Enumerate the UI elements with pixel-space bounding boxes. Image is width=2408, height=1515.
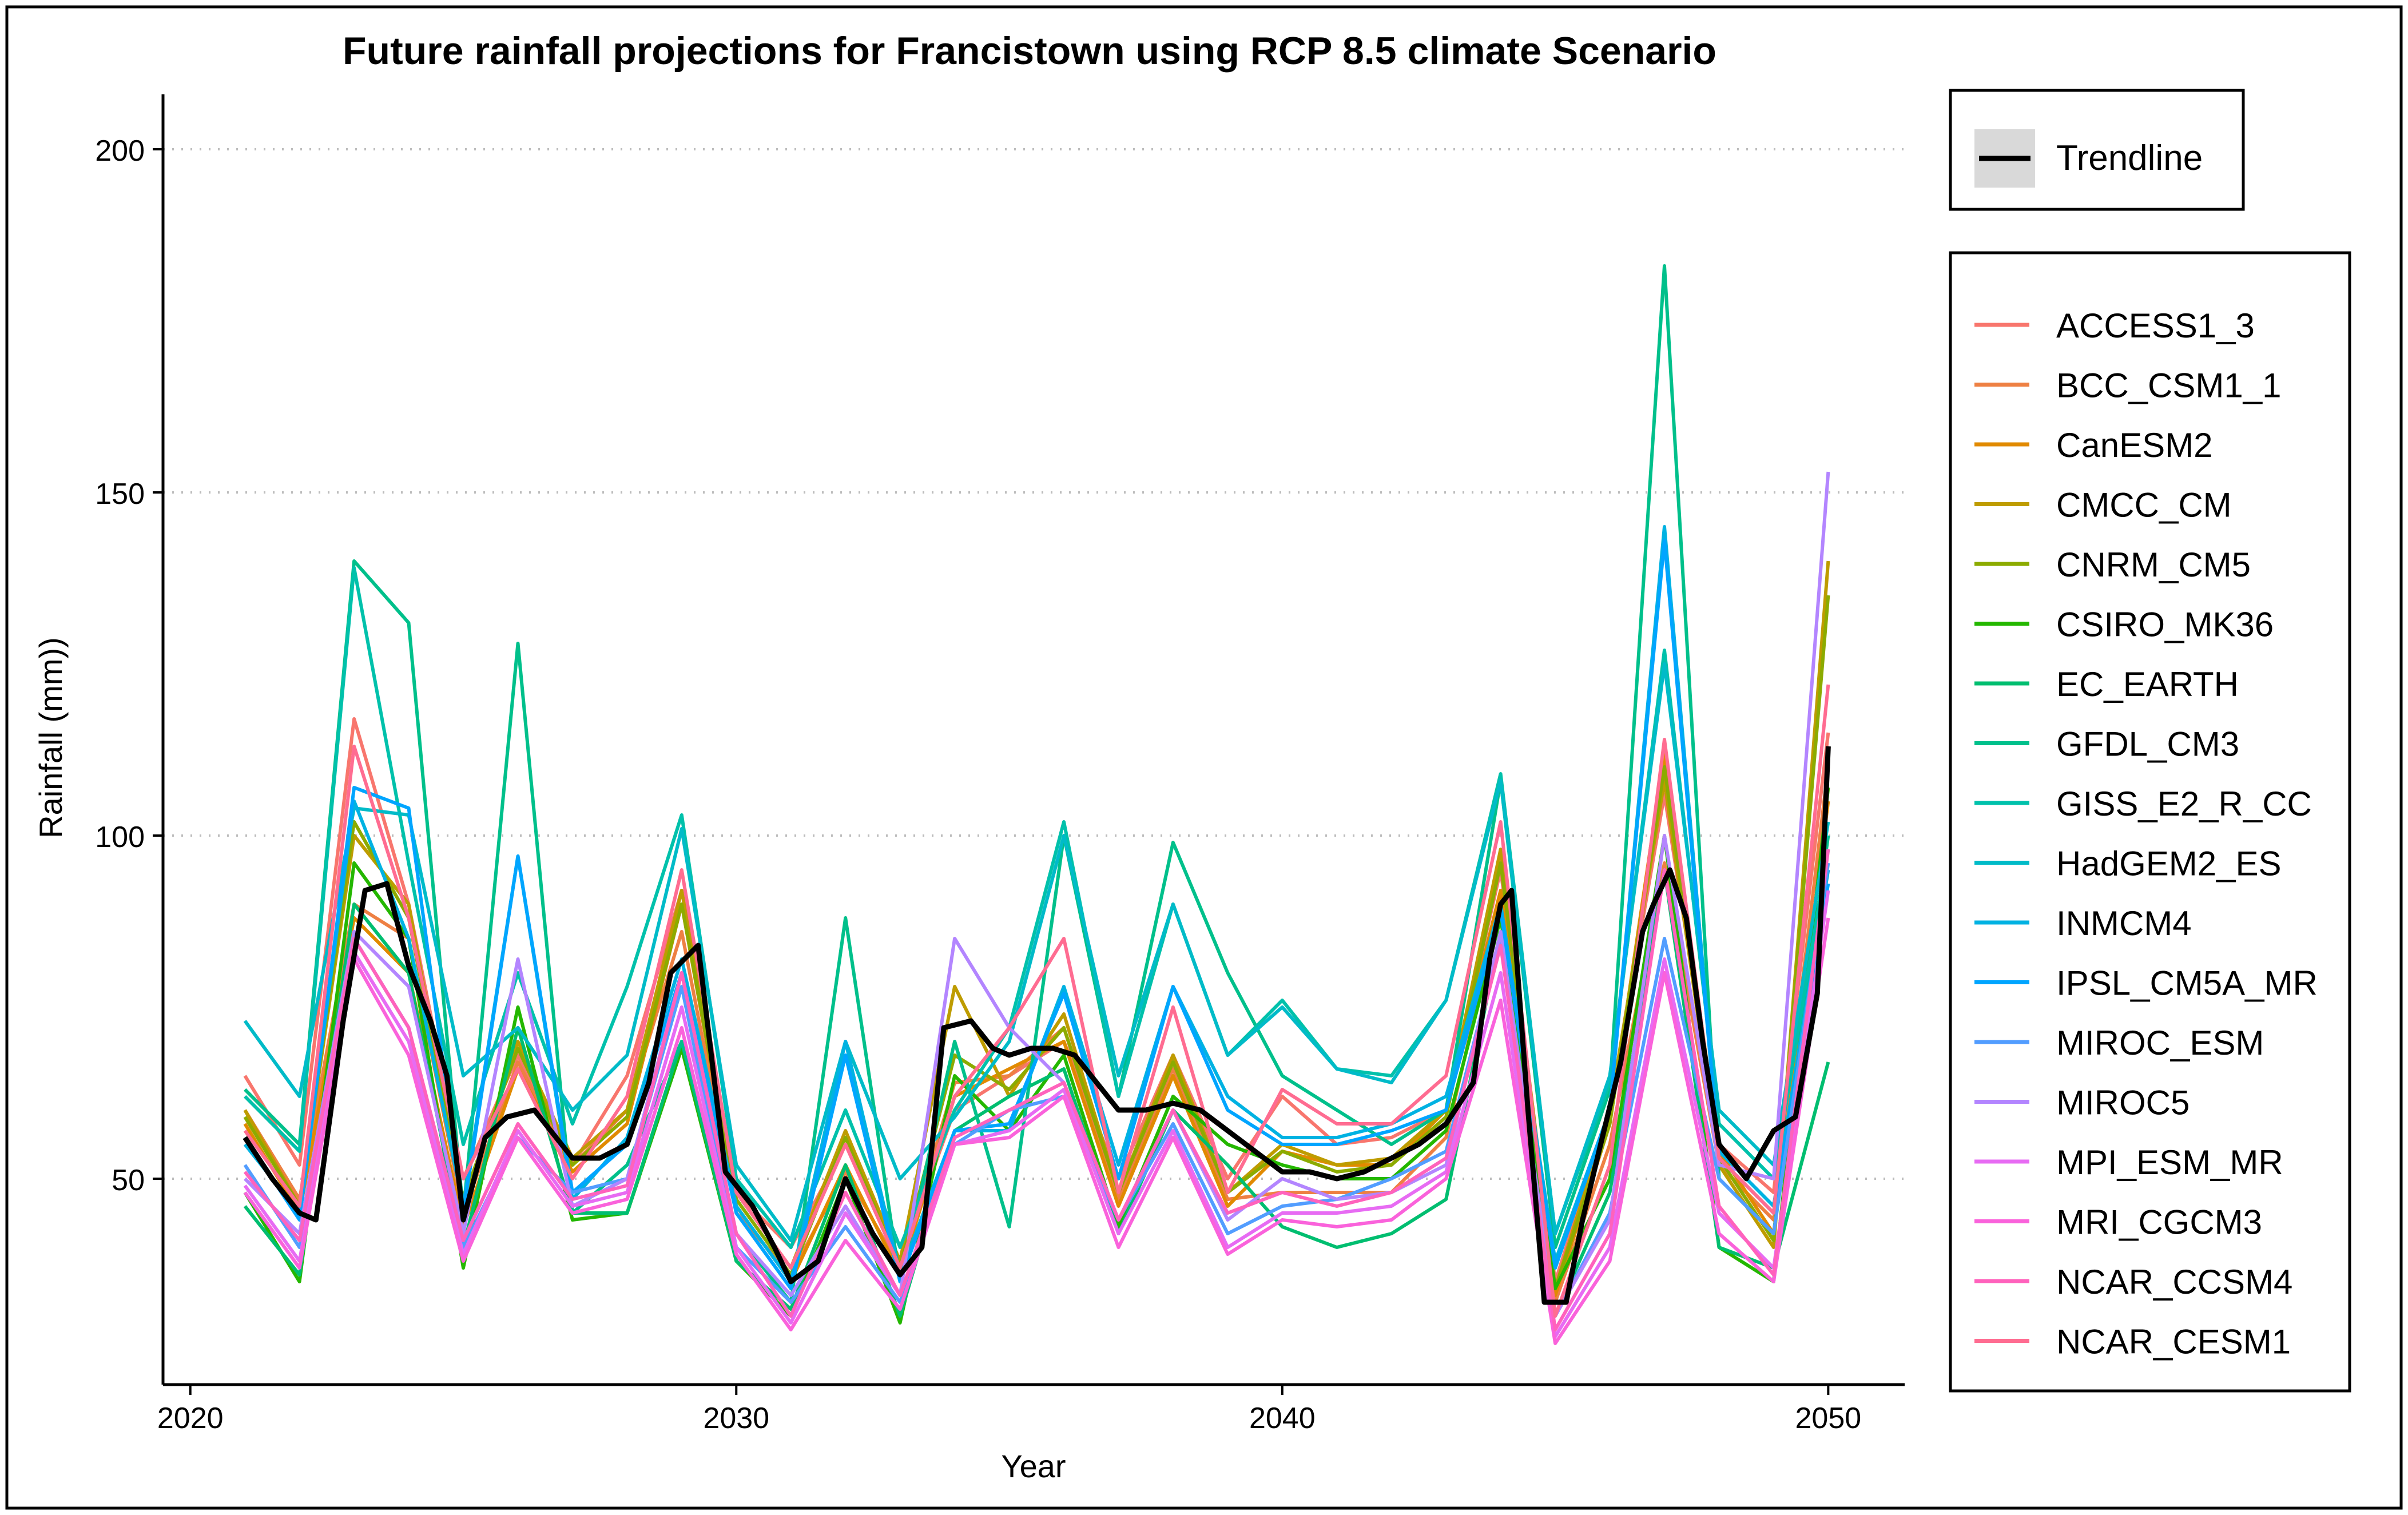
- chart-title: Future rainfall projections for Francist…: [343, 29, 1716, 73]
- y-tick-label: 50: [112, 1164, 145, 1197]
- series-line-NCAR_CCSM4: [243, 849, 1830, 1331]
- series-line-CSIRO_MK36: [243, 787, 1830, 1325]
- series-legend: ACCESS1_3 BCC_CSM1_1 CanESM2 CMCC_CM CNRM_CM…: [1974, 307, 2318, 1361]
- legend-label-ACCESS1_3: ACCESS1_3: [2056, 307, 2255, 345]
- y-tick-label: 150: [95, 478, 145, 511]
- legend-label-CanESM2: CanESM2: [2056, 426, 2212, 464]
- x-tick-label: 2030: [703, 1402, 769, 1435]
- trendline: [243, 746, 1831, 1305]
- series-layer: [243, 264, 1830, 1345]
- legend-label-CMCC_CM: CMCC_CM: [2056, 486, 2232, 524]
- y-axis-ticks: 50 100 150 200: [95, 134, 163, 1197]
- legend-label-CSIRO_MK36: CSIRO_MK36: [2056, 606, 2274, 644]
- legend-label-IPSL_CM5A_MR: IPSL_CM5A_MR: [2056, 964, 2318, 1003]
- x-tick-label: 2020: [157, 1402, 224, 1435]
- series-line-NCAR_CESM1: [243, 684, 1830, 1318]
- legend-label-NCAR_CCSM4: NCAR_CCSM4: [2056, 1263, 2292, 1301]
- y-tick-label: 200: [95, 134, 145, 168]
- series-line-GFDL_CM3: [244, 264, 1830, 1304]
- series-line-IPSL_CM5A_MR: [243, 539, 1830, 1290]
- x-tick-label: 2040: [1249, 1402, 1316, 1435]
- trendline-legend: Trendline: [1949, 89, 2245, 211]
- y-tick-label: 100: [95, 821, 145, 854]
- trendline-layer: [243, 746, 1831, 1305]
- figure-border: [5, 5, 2403, 1510]
- legend-label-MPI_ESM_MR: MPI_ESM_MR: [2056, 1143, 2283, 1182]
- grid-layer: [163, 148, 1905, 1180]
- trendline-legend-label: Trendline: [2056, 138, 2203, 178]
- legend-label-GFDL_CM3: GFDL_CM3: [2056, 725, 2239, 764]
- legend-label-INMCM4: INMCM4: [2056, 904, 2192, 943]
- legend-label-GISS_E2_R_CC: GISS_E2_R_CC: [2056, 785, 2312, 823]
- series-line-HadGEM2_ES: [243, 662, 1830, 1242]
- x-axis-ticks: 2020 2030 2040 2050: [157, 1385, 1861, 1435]
- legend-label-NCAR_CESM1: NCAR_CESM1: [2056, 1323, 2291, 1361]
- legend-label-HadGEM2_ES: HadGEM2_ES: [2056, 845, 2282, 883]
- x-axis-label: Year: [1001, 1448, 1066, 1484]
- series-line-MPI_ESM_MR: [243, 890, 1830, 1338]
- series-line-MRI_CGCM3: [243, 917, 1830, 1345]
- x-tick-label: 2050: [1795, 1402, 1862, 1435]
- legend-label-CNRM_CM5: CNRM_CM5: [2056, 546, 2251, 584]
- y-axis-label: Rainfall (mm)): [33, 637, 69, 838]
- legend-label-MRI_CGCM3: MRI_CGCM3: [2056, 1203, 2262, 1242]
- legend-label-BCC_CSM1_1: BCC_CSM1_1: [2056, 367, 2282, 405]
- legend-label-EC_EARTH: EC_EARTH: [2056, 665, 2239, 703]
- legend-label-MIROC_ESM: MIROC_ESM: [2056, 1024, 2264, 1062]
- legend-label-MIROC5: MIROC5: [2056, 1084, 2190, 1122]
